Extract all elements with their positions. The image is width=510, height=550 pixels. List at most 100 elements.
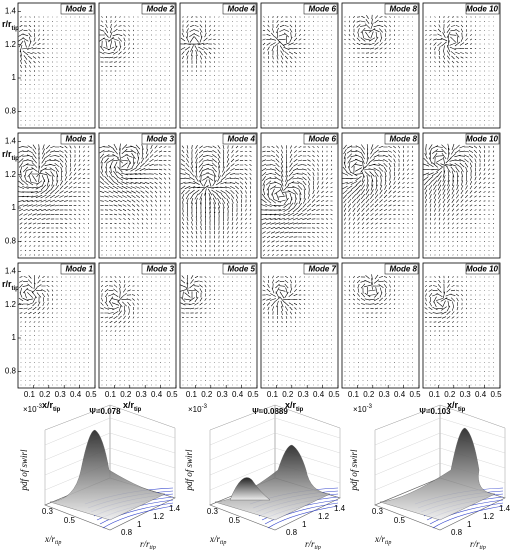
y-axis-label-sub: tip	[12, 26, 20, 32]
exponent-main: ×10	[23, 405, 37, 414]
x-tick-label: 0.5	[85, 390, 97, 399]
mode-label: Mode 7	[308, 265, 336, 274]
panel-frame	[422, 262, 501, 389]
mode-label: Mode 3	[146, 135, 174, 144]
panel-frame	[17, 262, 96, 389]
surface-plot: Ψ=0.103 pdf of swirl 0.3 0.5 0.8 1 1.2 1.4	[349, 404, 510, 537]
vector-field	[262, 16, 332, 126]
x-label: x/rtip	[44, 534, 61, 546]
x-axis-label: x/rtip	[285, 400, 304, 412]
x-label: x/rtip	[209, 534, 226, 546]
x-tick-label: 0.4	[394, 390, 406, 399]
x-tick-label: 0.1	[186, 390, 198, 399]
mode-label: Mode 4	[227, 5, 255, 14]
y-tick-label: 0.8	[5, 236, 17, 245]
x-label: x/rtip	[374, 534, 391, 546]
y-axis-label-sub: tip	[12, 286, 20, 292]
y-tick-label: 1.2	[5, 170, 17, 179]
mode-label: Mode 3	[146, 265, 174, 274]
x-tick-label: 0.2	[39, 390, 51, 399]
mode-label: Mode 4	[227, 135, 255, 144]
y-axis-label: r/rtip	[2, 19, 19, 31]
panel-frame	[341, 262, 420, 389]
r-label-main: r/r	[140, 539, 150, 549]
r-label-sub: tip	[150, 545, 156, 550]
x-label-sub: tip	[385, 540, 391, 546]
wall-grid	[274, 432, 341, 454]
mode-label: Mode 8	[389, 265, 417, 274]
x-axis-label-sub: tip	[296, 407, 304, 413]
wall-grid	[374, 462, 441, 491]
wall-grid	[209, 447, 276, 476]
vector-field	[344, 274, 413, 386]
x-tick-label: 0.3	[460, 390, 472, 399]
r-label: r/rtip	[470, 539, 486, 550]
y-axis-label-main: r/r	[2, 279, 12, 289]
r-tick-label: 1.2	[483, 512, 495, 521]
r-tick-label: 0.8	[451, 528, 463, 537]
r-label-sub: tip	[480, 545, 486, 550]
y-tick-label: 1.2	[5, 300, 17, 309]
y-axis-label-main: r/r	[2, 149, 12, 159]
x-tick-label: 0.5	[394, 516, 406, 525]
wall-grid	[439, 417, 506, 439]
mode-label: Mode 5	[227, 265, 255, 274]
r-label: r/rtip	[305, 539, 321, 550]
mode-label-box	[303, 263, 338, 275]
y-axis-label-sub: tip	[12, 156, 20, 162]
vector-field	[344, 14, 413, 126]
wall-grid	[274, 417, 341, 439]
floor-contour	[432, 505, 504, 529]
x-label-main: x/r	[209, 534, 220, 544]
wall-grid	[209, 417, 276, 446]
mode-label-box	[141, 133, 176, 145]
r-tick-label: 1	[137, 520, 142, 529]
r-label-main: r/r	[305, 539, 315, 549]
mode-label-box	[465, 263, 500, 275]
floor	[374, 477, 506, 531]
x-tick-label: 0.5	[328, 390, 340, 399]
mode-label: Mode 10	[466, 5, 499, 14]
r-tick-label: 1.4	[499, 504, 510, 513]
r-tick-label: 0.8	[286, 528, 298, 537]
mode-label-box	[465, 133, 500, 145]
wall-grid	[44, 417, 111, 446]
x-tick-label: 0.2	[120, 390, 132, 399]
x-axis-label-sub: tip	[53, 407, 61, 413]
panel-frame	[179, 2, 258, 129]
x-tick-label: 0.5	[409, 390, 421, 399]
vector-field	[422, 143, 495, 256]
y-axis-label: r/rtip	[2, 149, 19, 161]
x-label-main: x/r	[374, 534, 385, 544]
exponent: ×10-3	[23, 404, 43, 415]
y-tick-label: 1.2	[5, 40, 17, 49]
mode-label: Mode 8	[389, 135, 417, 144]
y-tick-label: 0.8	[5, 106, 17, 115]
y-tick-label: 1.4	[5, 136, 17, 145]
x-tick-label: 0.5	[166, 390, 178, 399]
x-label-sub: tip	[220, 540, 226, 546]
wall-grid	[109, 432, 176, 454]
y-tick-label: 1	[12, 73, 17, 82]
y-tick-label: 1.4	[5, 6, 17, 15]
mode-label-box	[303, 3, 338, 15]
mode-label-box	[60, 3, 95, 15]
mode-label: Mode 1	[65, 5, 93, 14]
mode-label-box	[384, 263, 419, 275]
exponent: ×10-3	[188, 404, 208, 415]
mode-label-box	[465, 3, 500, 15]
surface	[214, 444, 331, 521]
vector-field	[262, 275, 332, 386]
x-tick-label: 0.1	[24, 390, 36, 399]
x-tick-label: 0.3	[372, 507, 384, 516]
wall-grid	[374, 417, 441, 446]
vector-field	[99, 16, 170, 126]
y-axis-label: r/rtip	[2, 279, 19, 291]
panel-frame	[260, 262, 339, 389]
mode-label-box	[303, 133, 338, 145]
x-axis-label-sub: tip	[134, 407, 142, 413]
y-tick-label: 0.8	[5, 366, 17, 375]
x-tick-label: 0.4	[475, 390, 487, 399]
mode-label: Mode 10	[466, 135, 499, 144]
